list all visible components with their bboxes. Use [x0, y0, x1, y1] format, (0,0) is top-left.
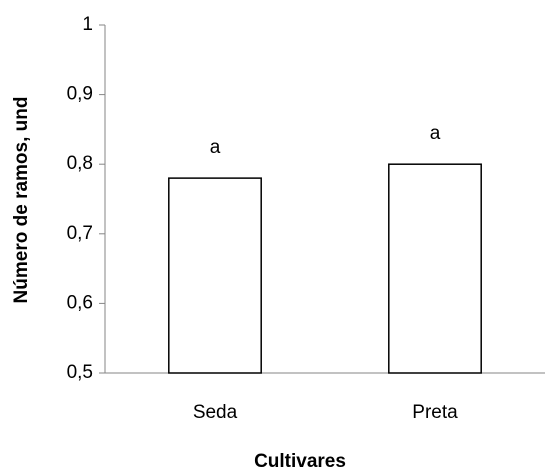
bar — [168, 177, 262, 374]
y-tick-label: 1 — [82, 14, 93, 35]
bar — [388, 163, 482, 374]
x-tick-label: Seda — [193, 402, 238, 423]
x-tick-label: Preta — [412, 402, 458, 423]
significance-letter: a — [210, 137, 221, 158]
y-tick-label: 0,5 — [67, 362, 93, 383]
x-axis-label: Cultivares — [254, 451, 346, 472]
y-tick-label: 0,9 — [67, 84, 93, 105]
y-axis-label: Número de ramos, und — [11, 97, 32, 304]
y-tick-label: 0,6 — [67, 292, 93, 313]
significance-letter: a — [430, 123, 441, 144]
y-tick-label: 0,7 — [67, 223, 93, 244]
y-tick-label: 0,8 — [67, 153, 93, 174]
